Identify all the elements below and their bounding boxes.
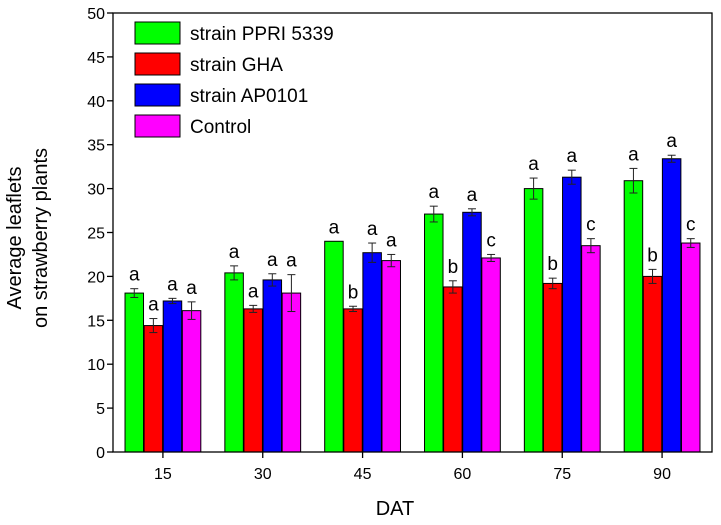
x-axis-label: DAT	[376, 498, 415, 520]
significance-letter: a	[129, 265, 140, 286]
plot-frame	[112, 12, 713, 453]
bar-control-45	[381, 260, 401, 453]
y-tick-label: 40	[87, 94, 105, 111]
axes-layer: 0 5 10 15 20 25 30 35 40 45 50 15 30 45 60 75 90	[87, 6, 713, 483]
bar-strain-ppri-5339-30	[224, 272, 244, 453]
y-tick-label: 15	[87, 313, 105, 330]
y-tick-label: 45	[87, 50, 105, 67]
x-tick-label: 30	[254, 466, 272, 483]
legend-label: strain PPRI 5339	[190, 24, 334, 45]
bar-control-90	[680, 242, 701, 453]
y-tick-label: 35	[87, 138, 105, 155]
legend-swatch-control	[134, 114, 181, 138]
x-tick-label: 75	[553, 466, 571, 483]
bar-control-60	[481, 257, 501, 453]
bar-strain-gha-30	[243, 308, 263, 453]
significance-letter: a	[186, 278, 197, 299]
significance-letter: a	[329, 217, 340, 238]
bar-strain-ap0101-75	[562, 176, 582, 453]
legend: strain PPRI 5339 strain GHA strain AP0101 C…	[134, 21, 334, 138]
bar-strain-ppri-5339-60	[424, 213, 444, 453]
x-tick-label: 90	[653, 466, 671, 483]
significance-letter: a	[229, 242, 240, 263]
x-tick-label: 45	[354, 466, 372, 483]
bar-strain-ap0101-30	[262, 279, 283, 453]
significance-letter: a	[267, 250, 278, 271]
y-tick-label: 5	[96, 401, 105, 418]
bar-strain-ppri-5339-90	[623, 180, 644, 453]
significance-letter: c	[486, 230, 496, 251]
y-axis-label-line-2: on strawberry plants	[30, 148, 52, 328]
bar-strain-gha-60	[443, 286, 463, 453]
significance-letter: c	[686, 215, 696, 236]
significance-letter: a	[148, 295, 159, 316]
y-tick-label: 30	[87, 182, 105, 199]
legend-label: Control	[190, 117, 251, 138]
bar-strain-gha-90	[642, 275, 663, 453]
significance-letter: a	[248, 281, 259, 302]
bar-strain-ap0101-45	[362, 252, 382, 453]
bar-strain-ppri-5339-45	[324, 240, 344, 453]
y-tick-label: 0	[96, 445, 105, 462]
y-tick-label: 50	[87, 6, 105, 23]
significance-letter: a	[567, 146, 578, 167]
bar-strain-ap0101-60	[462, 211, 482, 453]
significance-letter: a	[628, 144, 639, 165]
significance-letter: a	[428, 182, 439, 203]
significance-letter: a	[286, 251, 297, 272]
bar-control-30	[281, 292, 302, 453]
significance-letter: a	[666, 131, 677, 152]
legend-swatch-strain-gha	[134, 52, 181, 76]
significance-letter: a	[467, 185, 478, 206]
legend-label: strain AP0101	[190, 86, 308, 107]
legend-label: strain GHA	[190, 55, 283, 76]
y-tick-label: 20	[87, 269, 105, 286]
x-tick-label: 60	[454, 466, 472, 483]
bar-strain-ap0101-90	[661, 158, 682, 453]
bar-control-75	[581, 245, 601, 453]
bar-strain-gha-15	[143, 325, 164, 453]
significance-letter: c	[586, 215, 596, 236]
significance-letter: a	[528, 154, 539, 175]
legend-swatch-strain-ppri-5339	[134, 21, 181, 45]
legend-swatch-strain-ap0101	[134, 83, 181, 107]
significance-letter: b	[647, 245, 658, 266]
significance-letter: b	[448, 257, 459, 278]
y-axis-label-line-1: Average leaflets	[4, 166, 26, 309]
y-tick-label: 10	[87, 357, 105, 374]
bar-strain-ppri-5339-15	[124, 292, 145, 453]
bar-strain-gha-75	[542, 282, 563, 453]
significance-letter: a	[167, 274, 178, 295]
significance-letter: a	[386, 230, 397, 251]
significance-letter: a	[367, 219, 378, 240]
bar-strain-ap0101-15	[162, 300, 183, 453]
bar-control-15	[181, 310, 202, 453]
y-tick-label: 25	[87, 226, 105, 243]
bar-strain-ppri-5339-75	[523, 188, 544, 453]
axis-labels: DAT Average leaflets on strawberry plant…	[4, 148, 414, 520]
significance-letter: b	[547, 254, 558, 275]
bar-strain-gha-45	[343, 308, 363, 453]
significance-letter: b	[348, 282, 359, 303]
x-tick-label: 15	[154, 466, 172, 483]
